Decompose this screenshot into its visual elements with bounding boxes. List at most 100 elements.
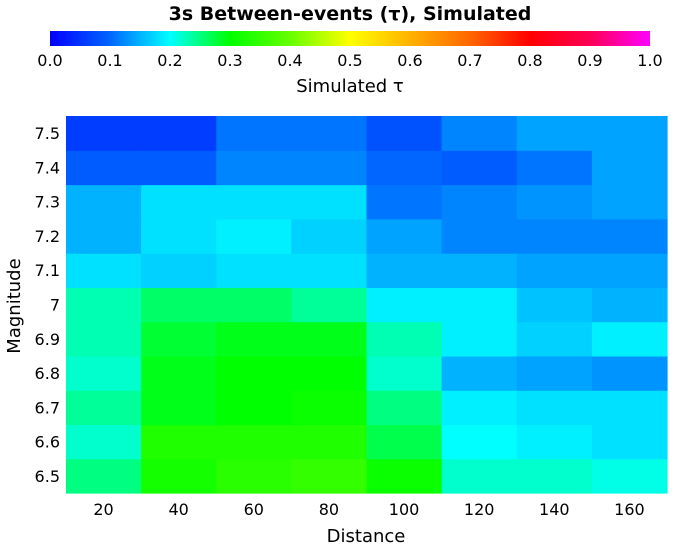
- heatmap-cell: [291, 218, 368, 254]
- heatmap-cell: [516, 116, 593, 151]
- heatmap-cell: [441, 287, 518, 323]
- heatmap-cell: [591, 184, 668, 220]
- x-tick-label: 100: [389, 500, 420, 519]
- heatmap-cell: [441, 218, 518, 254]
- heatmap-cell: [366, 321, 443, 357]
- heatmap-cell: [141, 321, 217, 357]
- heatmap-cell: [441, 390, 518, 426]
- heatmap-cell: [591, 390, 668, 426]
- heatmap-cell: [66, 390, 142, 426]
- heatmap-cell: [591, 218, 668, 254]
- heatmap-cell: [591, 287, 668, 323]
- heatmap-cell: [291, 116, 368, 151]
- heatmap-cell: [441, 253, 518, 288]
- heatmap-cell: [66, 253, 142, 288]
- heatmap-cell: [141, 253, 217, 288]
- heatmap-cell: [141, 390, 217, 426]
- x-tick-label: 140: [539, 500, 570, 519]
- heatmap-cell: [291, 253, 368, 288]
- heatmap-cell: [66, 116, 142, 151]
- heatmap-cell: [591, 424, 668, 460]
- colorbar-tick-label: 0.2: [157, 51, 182, 70]
- colorbar-tick-label: 0.4: [277, 51, 302, 70]
- heatmap-cell: [291, 321, 368, 357]
- heatmap-cell: [366, 116, 443, 151]
- y-tick-label: 6.8: [35, 364, 60, 383]
- heatmap-cell: [591, 458, 668, 494]
- heatmap-cell: [591, 321, 668, 357]
- heatmap-cell: [141, 355, 217, 391]
- heatmap-cell: [66, 287, 142, 323]
- heatmap-cell: [441, 321, 518, 357]
- heatmap-cell: [516, 287, 593, 323]
- heatmap-cell: [66, 458, 142, 494]
- colorbar: [50, 31, 650, 46]
- heatmap-cell: [366, 150, 443, 186]
- heatmap-cell: [441, 355, 518, 391]
- heatmap-cell: [366, 424, 443, 460]
- heatmap-cell: [216, 218, 292, 254]
- colorbar-label: Simulated τ: [296, 76, 404, 97]
- heatmap-cell: [141, 458, 217, 494]
- x-axis-label: Distance: [327, 526, 406, 547]
- colorbar-tick-label: 1.0: [637, 51, 662, 70]
- colorbar-tick-label: 0.3: [217, 51, 242, 70]
- chart-title: 3s Between-events (τ), Simulated: [169, 3, 532, 25]
- y-axis-ticks: 6.5 6.6 6.7 6.8 6.9 7 7.1 7.2 7.3 7.4 7.5: [35, 124, 60, 486]
- x-tick-label: 120: [464, 500, 495, 519]
- heatmap-cell: [66, 184, 142, 220]
- heatmap-cell: [291, 287, 368, 323]
- heatmap-cell: [516, 355, 593, 391]
- heatmap-cell: [216, 253, 292, 288]
- heatmap-cell: [141, 150, 217, 186]
- heatmap-cell: [66, 355, 142, 391]
- colorbar-tick-label: 0.9: [577, 51, 602, 70]
- colorbar-tick-label: 0.5: [337, 51, 362, 70]
- heatmap-cell: [441, 424, 518, 460]
- y-tick-label: 7.3: [35, 193, 60, 212]
- heatmap-cell: [516, 321, 593, 357]
- colorbar-tick-label: 0.8: [517, 51, 542, 70]
- x-tick-label: 40: [169, 500, 189, 519]
- heatmap-cell: [516, 184, 593, 220]
- heatmap-cell: [66, 150, 142, 186]
- heatmap-cell: [591, 150, 668, 186]
- colorbar-tick-label: 0.6: [397, 51, 422, 70]
- colorbar-tick-label: 0.7: [457, 51, 482, 70]
- heatmap-cell: [216, 355, 292, 391]
- x-tick-label: 160: [614, 500, 645, 519]
- heatmap-cell: [216, 287, 292, 323]
- heatmap-cell: [441, 458, 518, 494]
- x-tick-label: 20: [93, 500, 113, 519]
- heatmap-cell: [591, 253, 668, 288]
- heatmap-cell: [591, 116, 668, 151]
- y-tick-label: 7: [50, 296, 60, 315]
- heatmap-cell: [441, 150, 518, 186]
- heatmap-cell: [516, 390, 593, 426]
- colorbar-tick-label: 0.0: [37, 51, 62, 70]
- heatmap-cell: [516, 253, 593, 288]
- heatmap-cells: [66, 116, 668, 494]
- heatmap-cell: [516, 218, 593, 254]
- heatmap-cell: [441, 116, 518, 151]
- colorbar-tick-label: 0.1: [97, 51, 122, 70]
- x-axis-ticks: 20 40 60 80 100 120 140 160: [93, 500, 644, 519]
- y-tick-label: 7.4: [35, 158, 60, 177]
- heatmap-cell: [66, 218, 142, 254]
- y-tick-label: 7.1: [35, 261, 60, 280]
- y-tick-label: 6.5: [35, 467, 60, 486]
- heatmap-cell: [516, 150, 593, 186]
- heatmap-cell: [291, 390, 368, 426]
- y-tick-label: 7.5: [35, 124, 60, 143]
- heatmap-cell: [291, 355, 368, 391]
- heatmap-cell: [366, 218, 443, 254]
- heatmap-cell: [141, 116, 217, 151]
- heatmap-cell: [366, 355, 443, 391]
- x-tick-label: 60: [244, 500, 264, 519]
- heatmap-cell: [66, 321, 142, 357]
- x-tick-label: 80: [319, 500, 339, 519]
- heatmap-cell: [216, 321, 292, 357]
- heatmap-cell: [141, 184, 217, 220]
- heatmap-cell: [141, 218, 217, 254]
- heatmap-cell: [291, 458, 368, 494]
